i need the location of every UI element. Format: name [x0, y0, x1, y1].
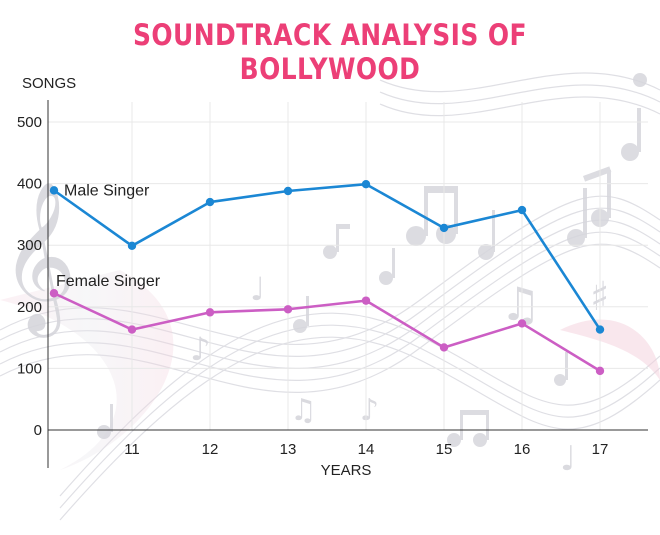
svg-text:♩: ♩: [560, 439, 576, 479]
data-point: [205, 197, 215, 207]
series-label-male: Male Singer: [64, 182, 150, 199]
data-point: [283, 305, 293, 314]
data-point: [205, 308, 215, 317]
chart-title: SOUNDTRACK ANALYSIS OF BOLLYWOOD: [133, 18, 527, 86]
x-tick-label: 16: [514, 441, 531, 458]
svg-text:♩: ♩: [250, 270, 265, 308]
svg-text:♪: ♪: [190, 330, 210, 368]
data-point: [127, 325, 137, 334]
data-point: [127, 241, 137, 251]
x-tick-label: 15: [436, 441, 453, 458]
x-tick-label: 17: [592, 441, 609, 458]
y-tick-label: 400: [17, 176, 42, 193]
data-point: [439, 343, 449, 352]
data-point: [283, 186, 293, 196]
data-point: [49, 289, 59, 298]
svg-text:♪: ♪: [360, 393, 379, 428]
y-tick-label: 200: [17, 299, 42, 316]
data-point: [361, 296, 371, 305]
x-tick-label: 11: [124, 441, 140, 458]
y-axis-title: SONGS: [22, 75, 76, 92]
data-point: [595, 366, 605, 376]
y-tick-label: 500: [17, 114, 42, 131]
series-line-male: [53, 182, 602, 331]
data-point: [595, 325, 605, 334]
data-point: [49, 186, 59, 195]
series-label-female: Female Singer: [56, 273, 161, 290]
data-point: [517, 319, 527, 328]
data-point: [517, 205, 527, 215]
x-tick-label: 14: [358, 441, 375, 458]
series-line-female: [53, 292, 601, 372]
x-axis-title: YEARS: [321, 462, 372, 479]
x-tick-label: 12: [202, 441, 219, 458]
data-point: [439, 223, 449, 233]
svg-text:♫: ♫: [290, 393, 317, 428]
x-tick-label: 13: [280, 441, 297, 458]
y-tick-label: 100: [17, 360, 42, 377]
data-point: [361, 180, 371, 189]
y-tick-label: 300: [17, 237, 42, 254]
y-tick-label: 0: [34, 422, 42, 439]
svg-text:𝄞: 𝄞: [0, 179, 77, 338]
